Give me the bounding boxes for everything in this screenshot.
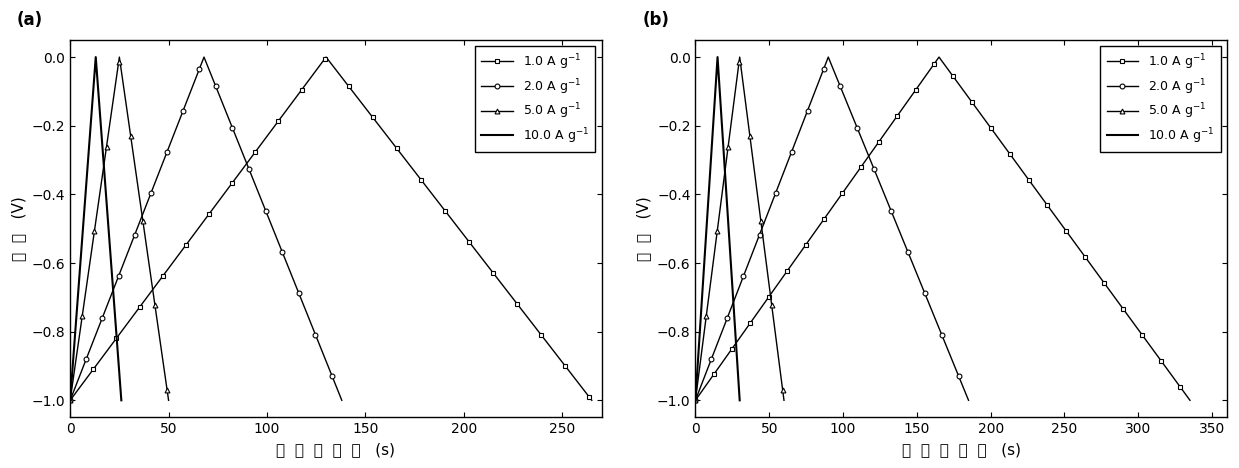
2.0 A g$^{-1}$	[118, 258, 133, 263]
1.0 A g$^{-1}$	[74, 382, 89, 388]
Line: 10.0 A g$^{-1}$: 10.0 A g$^{-1}$	[695, 57, 740, 400]
2.0 A g$^{-1}$	[742, 258, 757, 263]
10.0 A g$^{-1}$	[66, 365, 81, 370]
10.0 A g$^{-1}$	[732, 397, 747, 403]
5.0 A g$^{-1}$	[93, 190, 108, 196]
10.0 A g$^{-1}$	[73, 258, 88, 263]
10.0 A g$^{-1}$	[114, 397, 129, 403]
2.0 A g$^{-1}$	[144, 190, 159, 196]
1.0 A g$^{-1}$	[932, 54, 947, 60]
5.0 A g$^{-1}$	[64, 382, 79, 388]
10.0 A g$^{-1}$	[110, 342, 125, 348]
2.0 A g$^{-1}$	[701, 365, 716, 370]
2.0 A g$^{-1}$	[961, 397, 976, 403]
Y-axis label: 电  压   (V): 电 压 (V)	[11, 196, 26, 261]
2.0 A g$^{-1}$	[63, 397, 78, 403]
2.0 A g$^{-1}$	[688, 397, 703, 403]
Line: 1.0 A g$^{-1}$: 1.0 A g$^{-1}$	[693, 55, 1192, 403]
1.0 A g$^{-1}$	[318, 54, 333, 60]
Line: 5.0 A g$^{-1}$: 5.0 A g$^{-1}$	[693, 55, 787, 403]
5.0 A g$^{-1}$	[693, 365, 707, 370]
5.0 A g$^{-1}$	[758, 254, 773, 260]
5.0 A g$^{-1}$	[688, 397, 703, 403]
1.0 A g$^{-1}$	[699, 382, 714, 388]
10.0 A g$^{-1}$	[710, 54, 725, 60]
1.0 A g$^{-1}$	[473, 254, 488, 260]
10.0 A g$^{-1}$	[701, 190, 716, 196]
1.0 A g$^{-1}$	[787, 258, 802, 263]
5.0 A g$^{-1}$	[715, 190, 730, 196]
1.0 A g$^{-1}$	[217, 190, 232, 196]
1.0 A g$^{-1}$	[711, 365, 726, 370]
5.0 A g$^{-1}$	[67, 365, 82, 370]
10.0 A g$^{-1}$	[690, 365, 705, 370]
1.0 A g$^{-1}$	[1078, 254, 1093, 260]
1.0 A g$^{-1}$	[1142, 342, 1157, 348]
10.0 A g$^{-1}$	[88, 54, 103, 60]
5.0 A g$^{-1}$	[154, 342, 169, 348]
2.0 A g$^{-1}$	[768, 190, 783, 196]
2.0 A g$^{-1}$	[197, 54, 212, 60]
2.0 A g$^{-1}$	[694, 382, 709, 388]
2.0 A g$^{-1}$	[76, 365, 90, 370]
5.0 A g$^{-1}$	[706, 258, 721, 263]
2.0 A g$^{-1}$	[902, 254, 917, 260]
10.0 A g$^{-1}$	[688, 397, 703, 403]
1.0 A g$^{-1}$	[541, 342, 556, 348]
10.0 A g$^{-1}$	[78, 190, 93, 196]
1.0 A g$^{-1}$	[63, 397, 78, 403]
Text: (b): (b)	[642, 11, 669, 29]
10.0 A g$^{-1}$	[103, 254, 118, 260]
X-axis label: 充  放  电  时  间   (s): 充 放 电 时 间 (s)	[902, 442, 1021, 457]
Legend: 1.0 A g$^{-1}$, 2.0 A g$^{-1}$, 5.0 A g$^{-1}$, 10.0 A g$^{-1}$: 1.0 A g$^{-1}$, 2.0 A g$^{-1}$, 5.0 A g$…	[1100, 46, 1220, 152]
10.0 A g$^{-1}$	[64, 382, 79, 388]
2.0 A g$^{-1}$	[335, 397, 349, 403]
1.0 A g$^{-1}$	[835, 190, 850, 196]
Line: 1.0 A g$^{-1}$: 1.0 A g$^{-1}$	[68, 55, 595, 403]
1.0 A g$^{-1}$	[167, 258, 182, 263]
2.0 A g$^{-1}$	[938, 342, 953, 348]
5.0 A g$^{-1}$	[63, 397, 78, 403]
2.0 A g$^{-1}$	[69, 382, 84, 388]
10.0 A g$^{-1}$	[698, 258, 712, 263]
1.0 A g$^{-1}$	[1182, 397, 1197, 403]
Y-axis label: 电  压   (V): 电 压 (V)	[637, 196, 652, 261]
5.0 A g$^{-1}$	[140, 254, 155, 260]
10.0 A g$^{-1}$	[689, 382, 704, 388]
Text: (a): (a)	[17, 11, 43, 29]
1.0 A g$^{-1}$	[87, 365, 102, 370]
10.0 A g$^{-1}$	[63, 397, 78, 403]
Legend: 1.0 A g$^{-1}$, 2.0 A g$^{-1}$, 5.0 A g$^{-1}$, 10.0 A g$^{-1}$: 1.0 A g$^{-1}$, 2.0 A g$^{-1}$, 5.0 A g$…	[476, 46, 596, 152]
5.0 A g$^{-1}$	[690, 382, 705, 388]
5.0 A g$^{-1}$	[161, 397, 176, 403]
X-axis label: 充  放  电  时  间   (s): 充 放 电 时 间 (s)	[276, 442, 395, 457]
2.0 A g$^{-1}$	[312, 342, 327, 348]
5.0 A g$^{-1}$	[83, 258, 98, 263]
2.0 A g$^{-1}$	[276, 254, 291, 260]
1.0 A g$^{-1}$	[688, 397, 703, 403]
5.0 A g$^{-1}$	[777, 397, 792, 403]
10.0 A g$^{-1}$	[724, 254, 738, 260]
5.0 A g$^{-1}$	[112, 54, 126, 60]
5.0 A g$^{-1}$	[769, 342, 784, 348]
Line: 2.0 A g$^{-1}$: 2.0 A g$^{-1}$	[693, 55, 971, 403]
1.0 A g$^{-1}$	[585, 397, 600, 403]
2.0 A g$^{-1}$	[821, 54, 836, 60]
5.0 A g$^{-1}$	[732, 54, 747, 60]
Line: 10.0 A g$^{-1}$: 10.0 A g$^{-1}$	[71, 57, 121, 400]
10.0 A g$^{-1}$	[729, 342, 743, 348]
Line: 2.0 A g$^{-1}$: 2.0 A g$^{-1}$	[68, 55, 344, 403]
Line: 5.0 A g$^{-1}$: 5.0 A g$^{-1}$	[68, 55, 171, 403]
